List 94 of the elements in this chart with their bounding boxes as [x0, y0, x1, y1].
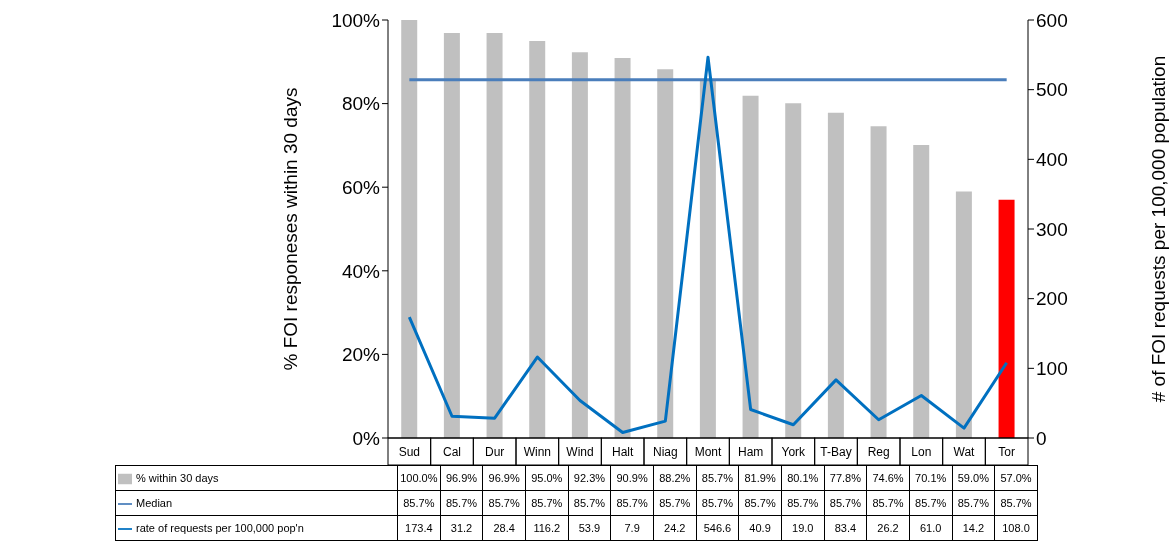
data-label: 31.2	[440, 515, 483, 541]
bar	[699, 79, 716, 438]
data-label: 85.7%	[696, 465, 739, 491]
x-tick-label: Cal	[442, 445, 462, 459]
bar	[870, 126, 887, 438]
y-tick-label: 60%	[341, 176, 381, 198]
legend-label: rate of requests per 100,000 pop'n	[136, 522, 304, 534]
y2-tick-label: 0	[1036, 427, 1047, 449]
data-label: 85.7%	[525, 490, 569, 516]
data-label: 26.2	[866, 515, 910, 541]
bar	[785, 103, 802, 438]
y2-tick-label: 200	[1036, 288, 1068, 310]
legend-label: Median	[136, 497, 173, 509]
bar	[443, 32, 460, 438]
bar	[486, 32, 503, 438]
y-axis-title: % FOI responeses within 30 days	[279, 87, 301, 371]
data-label: 85.7%	[952, 490, 995, 516]
data-label: 173.4	[397, 515, 441, 541]
x-tick-label: Ham	[737, 445, 764, 459]
y-tick-label: 20%	[341, 344, 381, 366]
bar	[657, 69, 674, 438]
data-label: 92.3%	[568, 465, 611, 491]
x-tick-label: Winn	[523, 445, 552, 459]
data-label: 85.7%	[824, 490, 867, 516]
y-tick-label: 0%	[352, 427, 381, 449]
x-tick-label: Niag	[652, 445, 678, 459]
data-label: 85.7%	[482, 490, 526, 516]
x-tick-label: Lon	[911, 445, 932, 459]
data-label: 85.7%	[653, 490, 697, 516]
data-label: 85.7%	[909, 490, 953, 516]
y-tick-label: 40%	[341, 260, 381, 282]
data-label: 90.9%	[610, 465, 654, 491]
bar	[614, 58, 631, 438]
data-label: 85.7%	[696, 490, 739, 516]
x-tick-label: Dur	[484, 445, 505, 459]
x-tick-label: Wind	[566, 445, 594, 459]
data-label: 74.6%	[866, 465, 910, 491]
data-label: 96.9%	[440, 465, 483, 491]
data-label: 96.9%	[482, 465, 526, 491]
y2-tick-label: 300	[1036, 218, 1068, 240]
data-label: 88.2%	[653, 465, 697, 491]
data-label: 95.0%	[525, 465, 569, 491]
y2-tick-label: 600	[1036, 9, 1068, 31]
data-label: 40.9	[738, 515, 782, 541]
data-label: 59.0%	[952, 465, 995, 491]
data-label: 100.0%	[397, 465, 441, 491]
x-tick-label: Halt	[611, 445, 634, 459]
data-label: 85.7%	[568, 490, 611, 516]
legend-label: % within 30 days	[136, 472, 219, 484]
bar	[998, 199, 1015, 438]
x-tick-label: Wat	[953, 445, 976, 459]
data-label: 81.9%	[738, 465, 782, 491]
x-tick-label: Reg	[867, 445, 890, 459]
bar	[401, 20, 418, 438]
data-label: 70.1%	[909, 465, 953, 491]
y2-axis-title: # of FOI requests per 100,000 population	[1147, 55, 1169, 403]
data-label: 116.2	[525, 515, 569, 541]
data-label: 546.6	[696, 515, 739, 541]
x-tick-label: Sud	[398, 445, 421, 459]
data-label: 28.4	[482, 515, 526, 541]
data-label: 19.0	[781, 515, 825, 541]
data-label: 85.7%	[994, 490, 1038, 516]
x-tick-label: T-Bay	[820, 445, 852, 459]
data-label: 85.7%	[738, 490, 782, 516]
data-label: 14.2	[952, 515, 995, 541]
data-label: 7.9	[610, 515, 654, 541]
data-label: 77.8%	[824, 465, 867, 491]
x-tick-label: York	[781, 445, 807, 459]
data-label: 85.7%	[440, 490, 483, 516]
bar	[742, 95, 759, 438]
y2-tick-label: 400	[1036, 149, 1068, 171]
line-series	[407, 55, 1009, 434]
data-label: 80.1%	[781, 465, 825, 491]
bar	[571, 52, 588, 438]
y2-tick-label: 100	[1036, 358, 1068, 380]
x-tick-label: Tor	[998, 445, 1015, 459]
data-label: 83.4	[824, 515, 867, 541]
data-label: 108.0	[994, 515, 1038, 541]
bar	[955, 191, 972, 438]
data-label: 57.0%	[994, 465, 1038, 491]
data-label: 24.2	[653, 515, 697, 541]
bar	[827, 112, 844, 438]
data-label: 85.7%	[866, 490, 910, 516]
y2-tick-label: 500	[1036, 79, 1068, 101]
data-label: 85.7%	[610, 490, 654, 516]
data-label: 85.7%	[781, 490, 825, 516]
y-tick-label: 80%	[341, 93, 381, 115]
data-label: 61.0	[909, 515, 953, 541]
x-tick-label: Mont	[694, 445, 722, 459]
bar	[913, 144, 930, 438]
data-label: 85.7%	[397, 490, 441, 516]
bar	[529, 40, 546, 438]
data-label: 53.9	[568, 515, 611, 541]
y-tick-label: 100%	[331, 9, 381, 31]
